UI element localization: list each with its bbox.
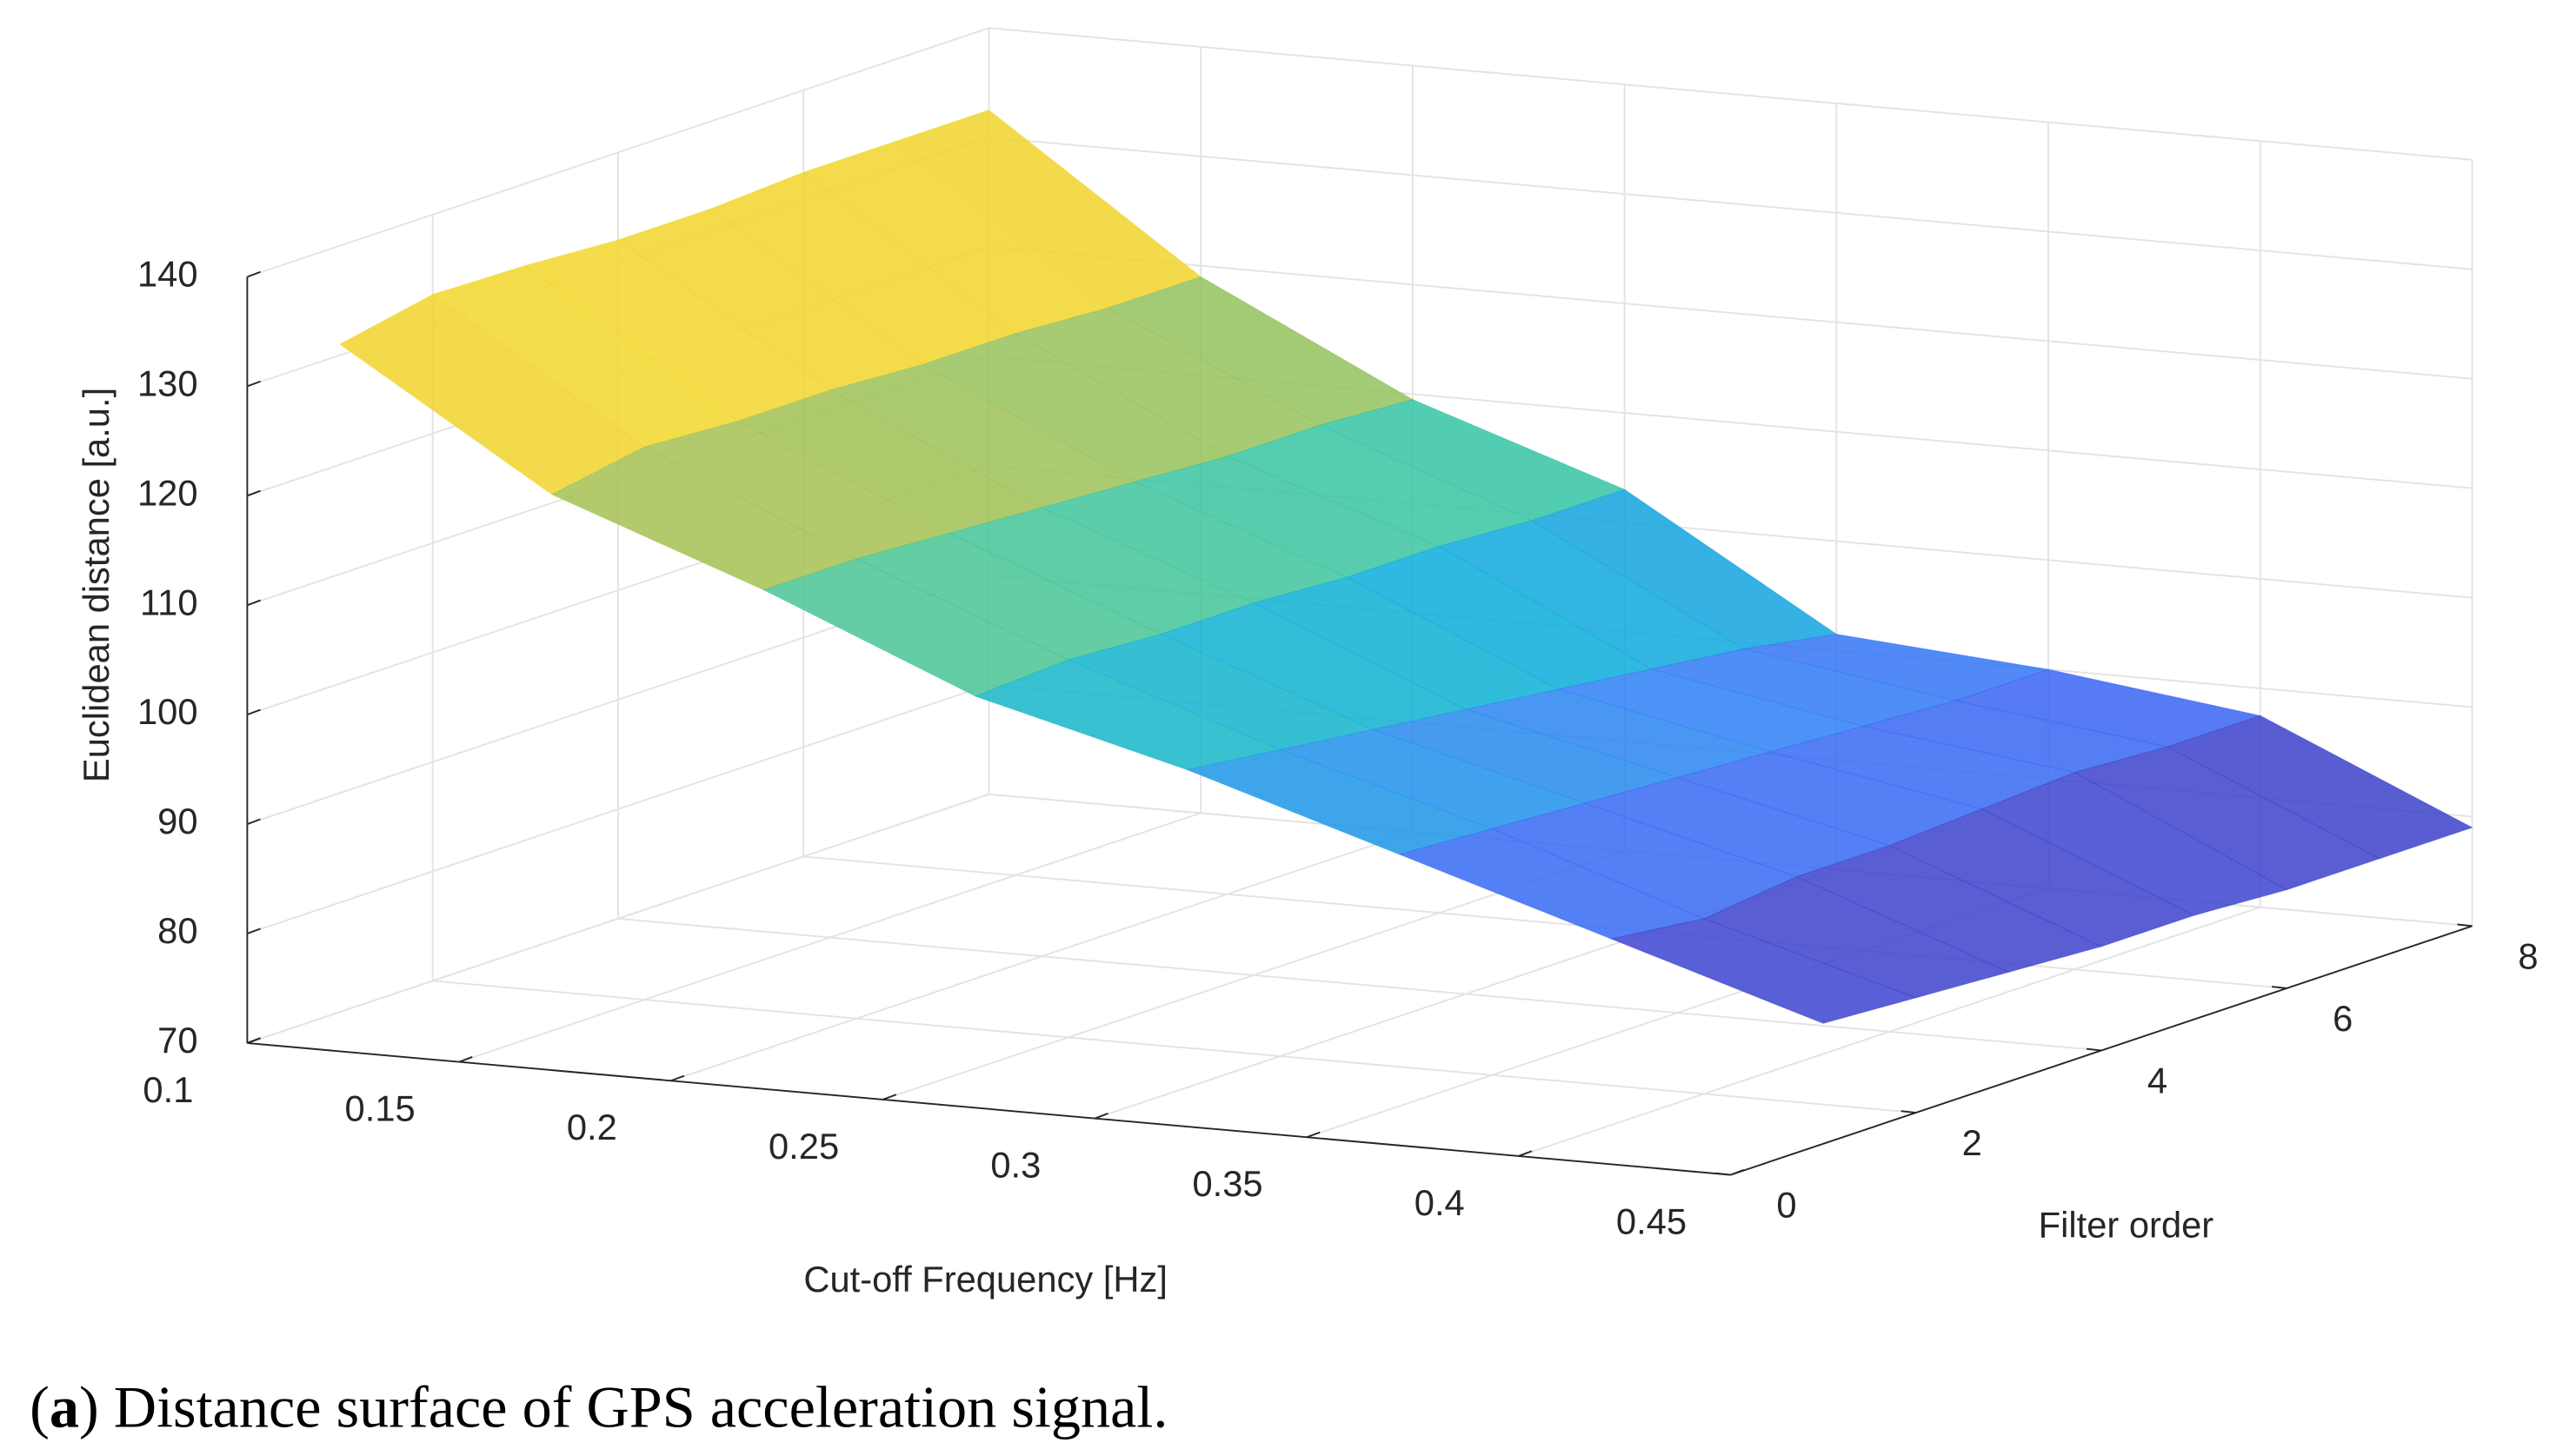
x-tick	[670, 1074, 685, 1082]
y-tick	[2457, 923, 2473, 927]
z-grid-line	[247, 27, 989, 278]
x-tick	[458, 1056, 473, 1063]
y-tick	[2086, 1047, 2102, 1052]
surface	[339, 110, 2473, 1024]
z-grid-line	[247, 793, 989, 1044]
x-tick-label: 0.1	[143, 1069, 193, 1110]
z-tick	[247, 927, 261, 934]
x-tick-label: 0.45	[1616, 1200, 1687, 1241]
z-tick	[247, 270, 261, 278]
y-tick	[1715, 1172, 1731, 1176]
y-grid-line	[617, 917, 2102, 1052]
z-tick	[247, 818, 261, 825]
x-tick-label: 0.35	[1192, 1163, 1262, 1204]
x-tick	[1094, 1113, 1108, 1120]
surface-face	[1609, 918, 1918, 1024]
x-tick	[1306, 1131, 1321, 1139]
x-tick-label: 0.4	[1414, 1182, 1465, 1223]
z-tick	[247, 489, 261, 497]
z-axis-label: Euclidean distance [a.u.]	[76, 388, 116, 782]
x-axis-label: Cut-off Frequency [Hz]	[803, 1259, 1168, 1300]
z-tick-label: 120	[137, 472, 198, 513]
z-tick-label: 80	[157, 910, 197, 951]
z-tick-label: 100	[137, 691, 198, 732]
x-tick	[247, 1037, 261, 1044]
caption-prefix: (	[30, 1374, 50, 1440]
y-tick-label: 2	[1962, 1122, 1982, 1163]
z-tick-label: 70	[157, 1020, 197, 1060]
x-tick	[1730, 1169, 1744, 1176]
y-tick	[2272, 986, 2287, 989]
y-axis-label: Filter order	[2039, 1204, 2214, 1245]
y-tick-label: 4	[2147, 1060, 2167, 1100]
y-tick-label: 8	[2518, 935, 2538, 976]
y-grid-line	[803, 855, 2287, 989]
z-grid-line	[988, 27, 2473, 161]
z-grid-line	[247, 683, 989, 934]
y-tick-label: 6	[2333, 998, 2353, 1039]
z-tick	[247, 380, 261, 388]
z-tick	[247, 599, 261, 607]
x-axis	[247, 1042, 1731, 1176]
y-tick	[1900, 1110, 1916, 1114]
z-tick-label: 130	[137, 362, 198, 403]
y-grid-line	[432, 980, 1916, 1114]
x-tick-label: 0.25	[769, 1126, 839, 1167]
y-tick-label: 0	[1776, 1185, 1796, 1226]
z-grid-line	[988, 136, 2473, 270]
x-tick	[882, 1094, 897, 1100]
caption: (a) Distance surface of GPS acceleration…	[30, 1374, 1168, 1440]
caption-text: ) Distance surface of GPS acceleration s…	[79, 1374, 1168, 1440]
caption-label: a	[50, 1374, 79, 1440]
x-tick	[1518, 1150, 1533, 1157]
x-tick-label: 0.2	[567, 1107, 617, 1147]
z-tick-label: 140	[137, 253, 198, 294]
x-tick-label: 0.15	[345, 1087, 416, 1128]
z-tick	[247, 708, 261, 716]
z-tick-label: 110	[140, 582, 197, 622]
z-grid-line	[988, 246, 2473, 380]
z-tick-label: 90	[157, 801, 197, 841]
x-tick-label: 0.3	[990, 1144, 1041, 1185]
